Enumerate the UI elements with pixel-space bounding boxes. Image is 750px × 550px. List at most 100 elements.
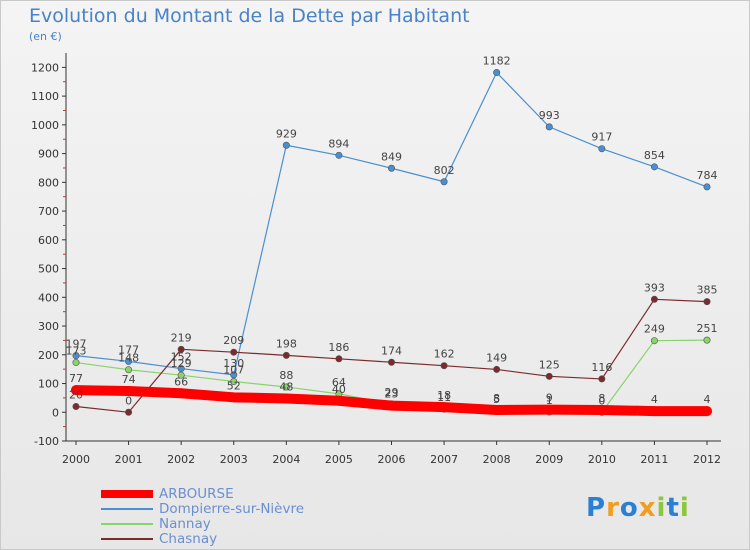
data-label: 802 xyxy=(434,164,455,177)
legend-item-chasnay[interactable]: Chasnay xyxy=(101,530,304,547)
data-label: 784 xyxy=(697,169,718,182)
data-label: 849 xyxy=(381,150,402,163)
data-label: 393 xyxy=(644,281,665,294)
x-tick-label: 2008 xyxy=(483,453,511,466)
data-label: 917 xyxy=(591,131,612,144)
data-point xyxy=(702,406,712,417)
data-point xyxy=(387,358,395,366)
data-label: 385 xyxy=(697,284,718,297)
data-point xyxy=(545,372,553,380)
data-label: 249 xyxy=(644,323,665,336)
y-tick-label: 400 xyxy=(38,291,59,304)
data-label: 74 xyxy=(122,373,136,386)
data-label: 23 xyxy=(385,388,399,401)
data-point xyxy=(650,295,658,303)
logo-letter: i xyxy=(656,493,667,523)
data-point xyxy=(386,400,397,411)
data-point xyxy=(703,183,711,191)
data-label: 130 xyxy=(223,357,244,370)
data-label: 993 xyxy=(539,109,560,122)
data-label: 20 xyxy=(69,389,83,402)
data-point xyxy=(649,406,660,417)
data-point xyxy=(281,393,292,404)
data-label: 1182 xyxy=(483,55,511,68)
data-label: 854 xyxy=(644,149,665,162)
y-tick-label: 1100 xyxy=(31,90,59,103)
data-point xyxy=(335,151,343,159)
y-tick-label: 600 xyxy=(38,234,59,247)
legend-swatch xyxy=(101,522,153,525)
x-tick-label: 2005 xyxy=(325,453,353,466)
data-label: 4 xyxy=(651,393,658,406)
data-point xyxy=(176,388,187,399)
data-point xyxy=(440,362,448,370)
data-label: 177 xyxy=(118,343,139,356)
legend-label: Chasnay xyxy=(159,530,218,547)
x-tick-label: 2009 xyxy=(535,453,563,466)
data-label: 40 xyxy=(332,383,346,396)
data-label: 173 xyxy=(66,345,87,358)
logo-letter: o xyxy=(619,493,639,523)
data-point xyxy=(440,178,448,186)
data-label: 8 xyxy=(598,392,605,405)
data-label: 11 xyxy=(437,391,451,404)
proxiti-logo: Proxiti xyxy=(586,493,690,523)
data-label: 129 xyxy=(171,357,192,370)
legend-item-arbourse[interactable]: ARBOURSE xyxy=(101,486,304,502)
data-point xyxy=(650,337,658,345)
x-tick-label: 2012 xyxy=(693,453,721,466)
data-label: 894 xyxy=(328,137,349,150)
data-label: 0 xyxy=(598,394,605,407)
data-point xyxy=(493,69,501,77)
data-point xyxy=(333,395,344,406)
data-point xyxy=(230,348,238,356)
data-point xyxy=(439,402,450,413)
data-label: 29 xyxy=(385,386,399,399)
data-point xyxy=(598,145,606,153)
logo-letter: i xyxy=(679,493,690,523)
data-point xyxy=(596,404,607,415)
data-label: 209 xyxy=(223,334,244,347)
data-label: 219 xyxy=(171,331,192,344)
data-label: 1 xyxy=(546,394,553,407)
x-tick-label: 2003 xyxy=(220,453,248,466)
data-label: 18 xyxy=(437,389,451,402)
data-point xyxy=(177,345,185,353)
logo-letter: x xyxy=(638,493,657,523)
data-point xyxy=(387,164,395,172)
data-point xyxy=(491,404,502,415)
y-tick-label: 1200 xyxy=(31,61,59,74)
legend-swatch xyxy=(101,537,153,540)
data-label: 174 xyxy=(381,344,402,357)
data-point xyxy=(703,336,711,344)
data-point xyxy=(177,371,185,379)
data-label: 77 xyxy=(69,372,83,385)
data-label: 0 xyxy=(125,394,132,407)
x-tick-label: 2000 xyxy=(62,453,90,466)
data-label: 251 xyxy=(697,322,718,335)
logo-letter: t xyxy=(666,493,680,523)
data-label: 198 xyxy=(276,337,297,350)
legend-label: Nannay xyxy=(159,515,211,532)
data-label: 48 xyxy=(279,380,293,393)
data-label: 186 xyxy=(328,341,349,354)
x-tick-label: 2002 xyxy=(167,453,195,466)
data-label: 4 xyxy=(704,393,711,406)
data-point xyxy=(230,378,238,386)
data-label: 149 xyxy=(486,351,507,364)
data-point xyxy=(123,385,134,396)
x-tick-label: 2006 xyxy=(378,453,406,466)
data-point xyxy=(282,383,290,391)
data-point xyxy=(544,404,555,415)
y-tick-label: 500 xyxy=(38,263,59,276)
logo-letter: r xyxy=(606,493,620,523)
data-point xyxy=(545,123,553,131)
data-label: 9 xyxy=(546,392,553,405)
data-label: 107 xyxy=(223,364,244,377)
data-label: 148 xyxy=(118,352,139,365)
data-point xyxy=(72,403,80,411)
legend-item-nannay[interactable]: Nannay xyxy=(101,515,304,532)
legend-item-dompierre[interactable]: Dompierre-sur-Nièvre xyxy=(101,501,304,517)
data-label: 88 xyxy=(279,369,293,382)
